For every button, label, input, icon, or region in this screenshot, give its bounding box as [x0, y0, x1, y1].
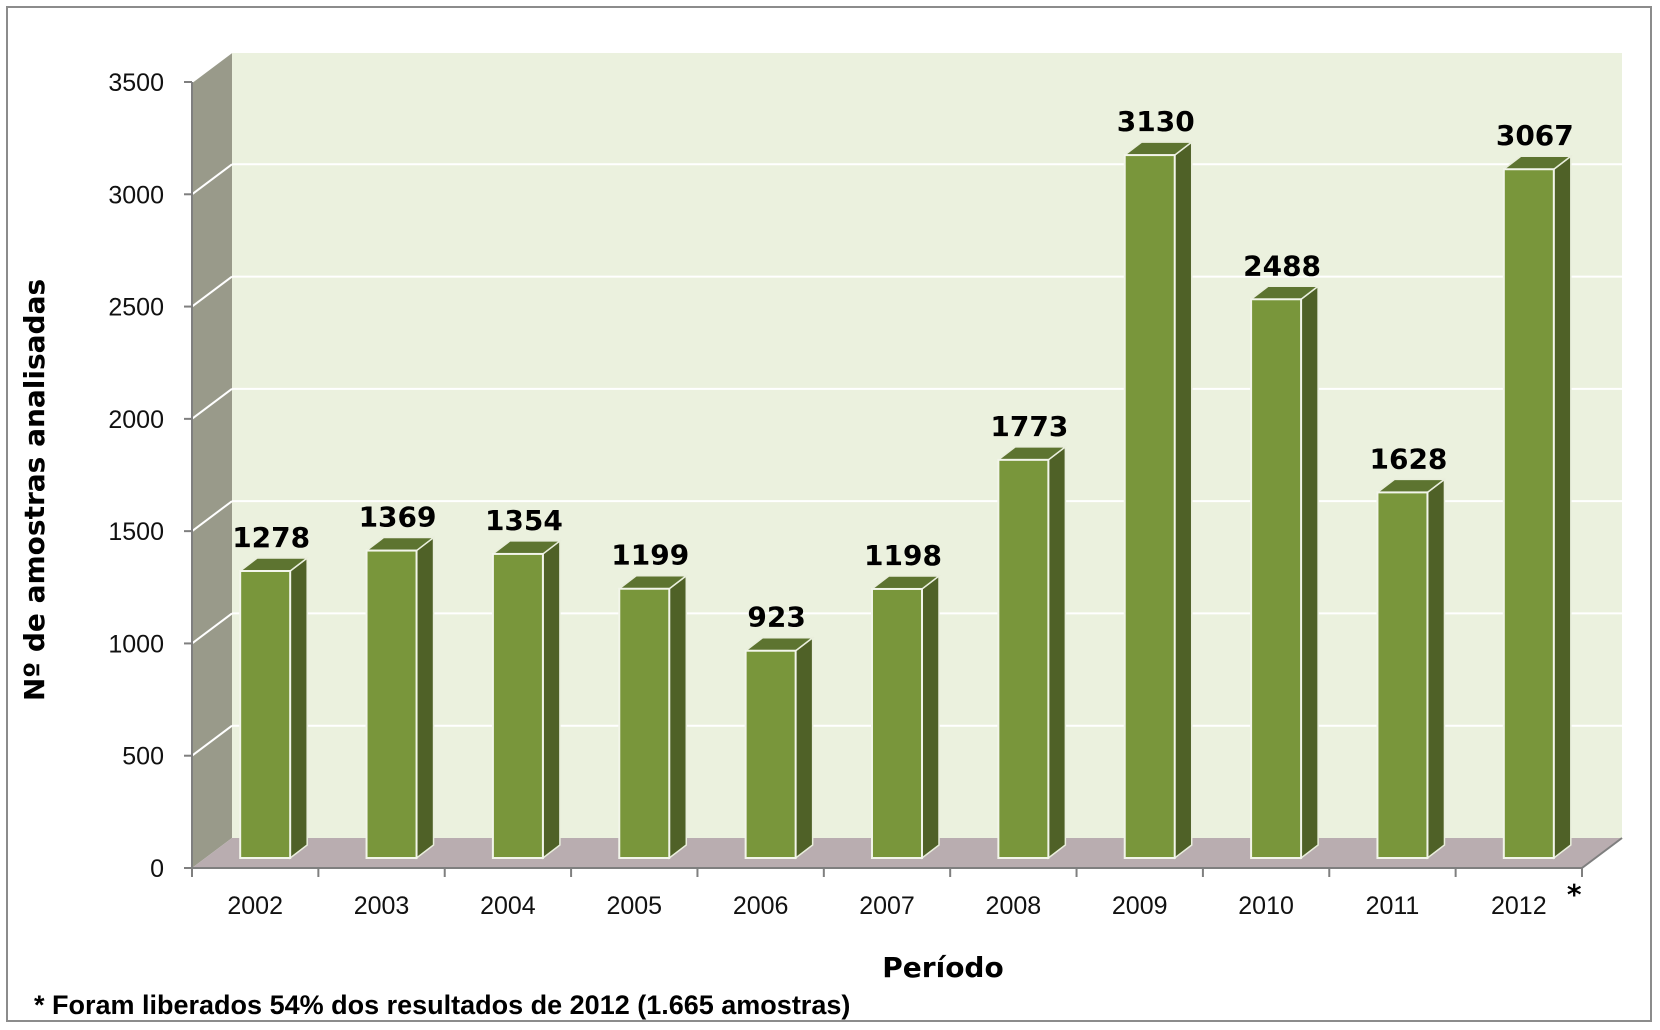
data-label: 2488: [1243, 249, 1321, 282]
y-tick-label: 2500: [108, 294, 164, 322]
data-label: 1278: [232, 521, 310, 554]
bar-front: [365, 549, 418, 859]
bar-side: [1173, 140, 1193, 860]
bar-front: [1123, 154, 1176, 859]
data-label: 1773: [990, 410, 1068, 443]
bar: [237, 556, 310, 860]
bar-front: [1376, 491, 1429, 859]
x-tick-label: 2006: [733, 892, 789, 920]
bar-front: [997, 458, 1050, 859]
y-tick-label: 3500: [108, 69, 164, 97]
bar-front: [1502, 168, 1555, 859]
bar-front: [239, 569, 292, 860]
data-label: 1369: [359, 501, 437, 534]
y-tick-label: 1000: [108, 630, 164, 658]
bar-side: [1553, 154, 1572, 860]
bar-side: [668, 574, 688, 860]
bar-front: [1250, 298, 1303, 859]
data-label: 923: [747, 601, 805, 634]
x-tick-label: 2012: [1491, 892, 1547, 920]
x-axis-title: Período: [882, 951, 1003, 984]
bars: [237, 140, 1574, 860]
gridline-side: [191, 724, 233, 757]
x-tick-mark-note: *: [1567, 878, 1582, 911]
bar-front: [744, 649, 797, 860]
y-axis-title: Nº de amostras analisadas: [18, 279, 51, 701]
gridline-side: [191, 500, 233, 532]
bar: [1375, 477, 1447, 860]
x-tick-label: 2002: [227, 892, 283, 920]
bar: [743, 636, 815, 860]
data-label: 1354: [485, 504, 563, 537]
y-tick-label: 0: [150, 855, 164, 883]
bar-side: [1300, 284, 1319, 860]
x-tick-label: 2011: [1366, 892, 1420, 920]
bar-side: [415, 536, 435, 860]
bar: [1501, 154, 1574, 860]
bar: [617, 574, 689, 860]
x-tick-label: 2008: [986, 892, 1042, 920]
gridline-side: [191, 388, 233, 420]
bar: [869, 574, 942, 860]
bar-side: [921, 574, 940, 860]
x-axis-depth-line: [1581, 837, 1623, 869]
gridline-side: [191, 51, 233, 83]
y-tick-label: 2000: [108, 406, 164, 434]
bar: [1248, 284, 1321, 860]
y-tick-label: 3000: [108, 181, 164, 209]
x-tick-label: 2003: [354, 892, 410, 920]
bar: [490, 539, 563, 860]
bar-side: [794, 636, 814, 860]
x-tick-label: 2007: [859, 892, 915, 920]
bar-side: [542, 539, 561, 860]
bar-front: [618, 587, 671, 859]
side-wall: [192, 52, 232, 868]
gridline-side: [191, 163, 233, 196]
y-tick-label: 1500: [108, 518, 164, 546]
bar-front: [871, 587, 923, 859]
bar: [996, 445, 1068, 860]
axes: 0 500 1000 1500 2000 2500 3000 3500 2002 2003 2004…: [108, 69, 1623, 920]
bar: [1122, 140, 1194, 860]
x-tick-label: 2004: [480, 892, 536, 920]
gridline-side: [191, 612, 233, 645]
data-label: 3130: [1117, 105, 1195, 138]
data-label: 1198: [864, 539, 942, 572]
bar-front: [491, 552, 544, 859]
data-label: 1199: [611, 539, 689, 572]
bar-side: [1047, 445, 1067, 860]
bar-side: [289, 556, 308, 860]
gridline-side: [191, 275, 233, 308]
bar-side: [1426, 477, 1446, 860]
footnote: * Foram liberados 54% dos resultados de …: [34, 990, 851, 1020]
x-tick-label: 2005: [606, 892, 662, 920]
y-tick-label: 500: [122, 743, 164, 771]
data-labels: 1278 1369 1354 1199 923 1198 1773 3130 2488 1628 3…: [232, 105, 1574, 634]
bar: [364, 536, 436, 860]
x-tick-label: 2009: [1112, 892, 1168, 920]
data-label: 1628: [1369, 442, 1447, 475]
data-label: 3067: [1496, 119, 1574, 152]
x-tick-label: 2010: [1238, 892, 1294, 920]
